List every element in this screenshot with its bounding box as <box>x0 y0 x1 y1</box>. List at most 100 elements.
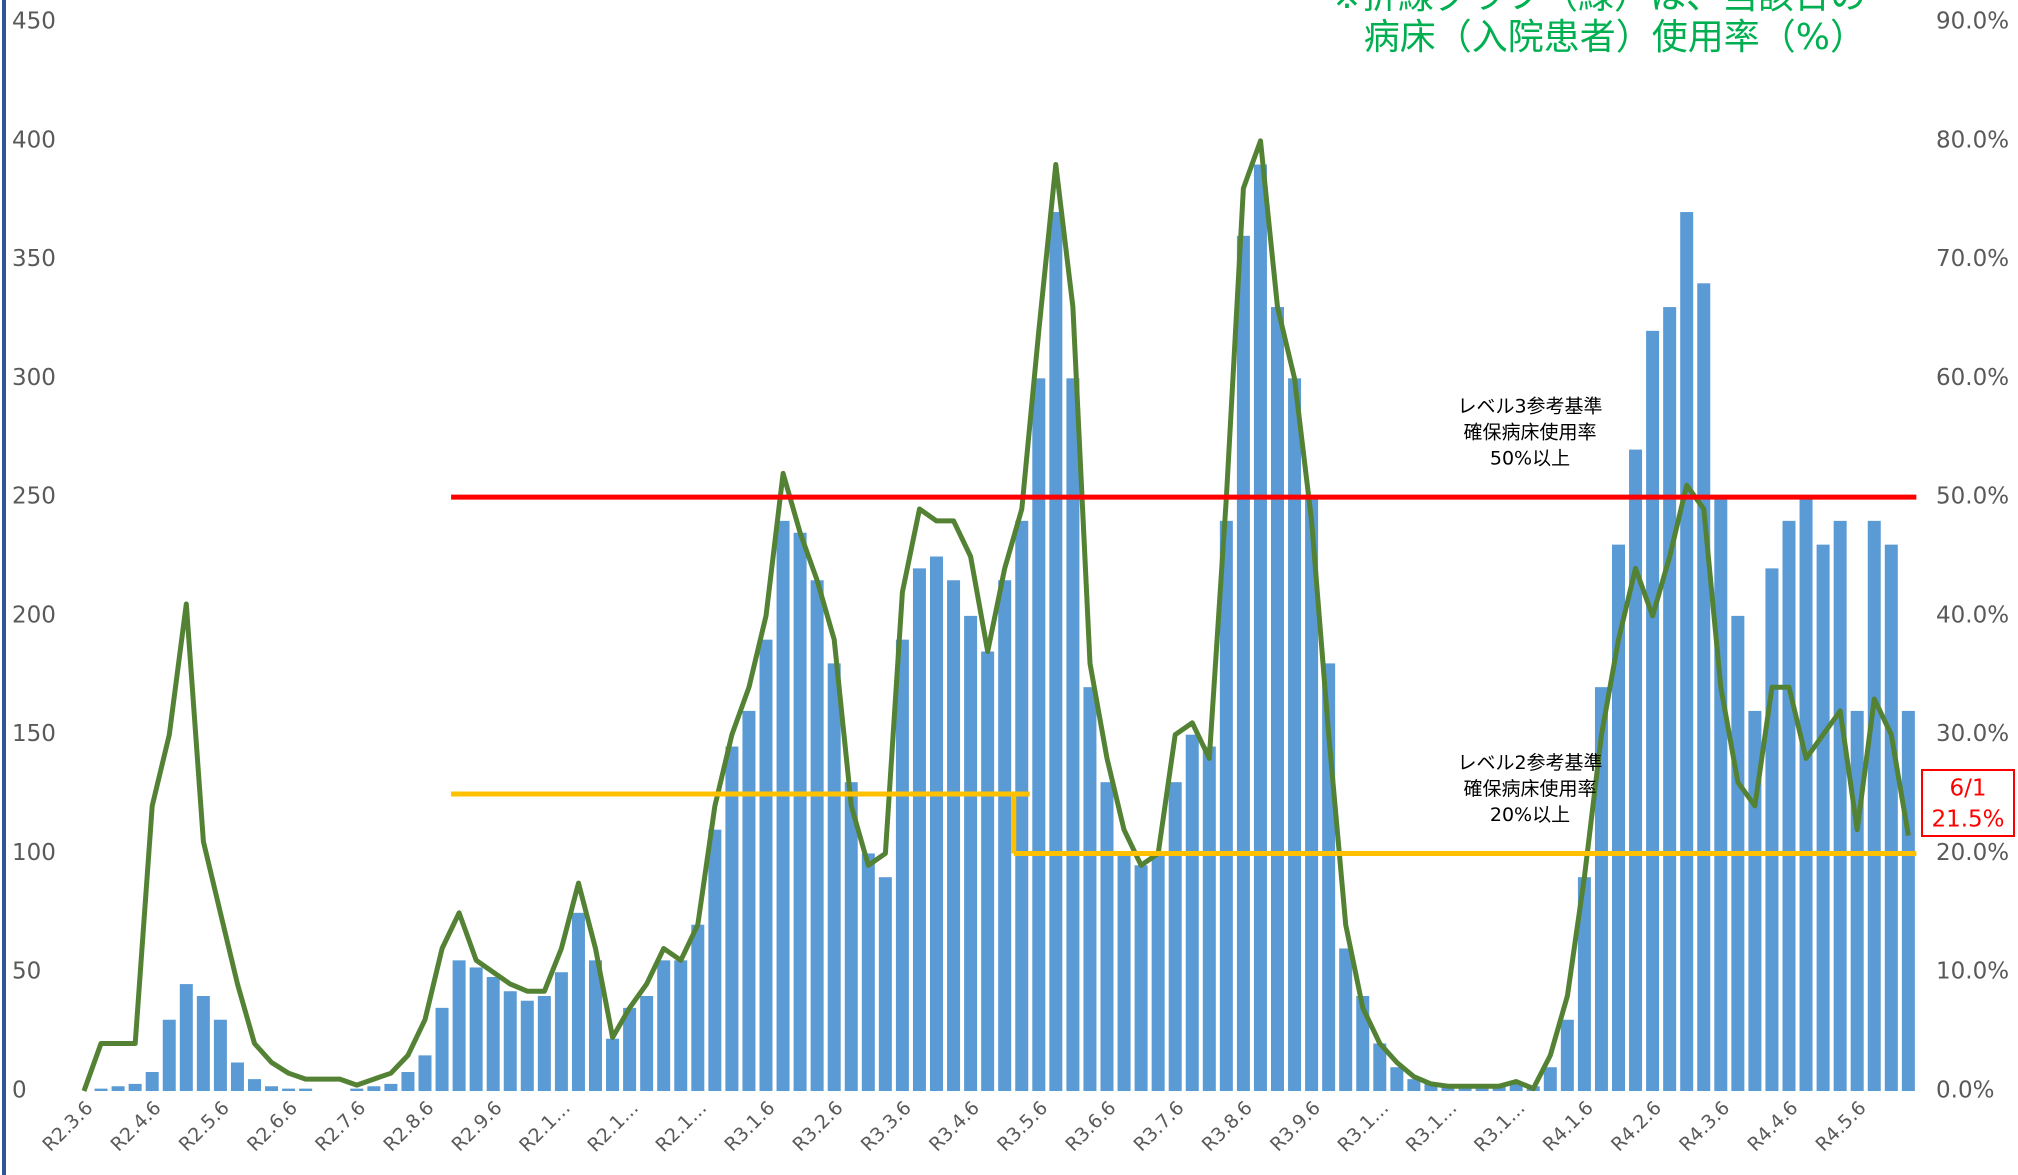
bar <box>1901 710 1915 1091</box>
last-point-box <box>1921 769 2015 837</box>
bar <box>1577 877 1591 1091</box>
x-tick-label: R3.1.6 <box>720 1097 779 1156</box>
bar <box>1202 746 1216 1091</box>
bar <box>964 615 978 1091</box>
bar <box>537 995 551 1091</box>
bar <box>1833 520 1847 1091</box>
bar <box>179 984 193 1091</box>
bar <box>1509 1083 1523 1091</box>
bar <box>589 960 602 1091</box>
y-tick-label: 300 <box>12 365 56 391</box>
bar <box>1015 520 1029 1091</box>
bar <box>1867 520 1881 1091</box>
x-tick-label: R3.6.6 <box>1061 1097 1120 1156</box>
bar <box>1390 1067 1404 1091</box>
bar <box>1884 544 1898 1091</box>
x-tick-label: R3.1… <box>1334 1097 1394 1157</box>
bar <box>94 1088 108 1091</box>
bar <box>810 580 824 1091</box>
bar <box>878 877 892 1091</box>
y2-tick-label: 70.0% <box>1936 246 2009 272</box>
x-tick-label: R2.1… <box>515 1097 575 1157</box>
bar <box>503 991 517 1091</box>
y2-tick-label: 60.0% <box>1936 365 2009 391</box>
y2-tick-label: 20.0% <box>1936 840 2009 866</box>
bar <box>299 1088 313 1091</box>
bar <box>1799 497 1813 1092</box>
bar <box>606 1038 620 1091</box>
y-tick-label: 250 <box>12 484 56 510</box>
reference-label: 確保病床使用率 <box>1463 422 1596 444</box>
bar <box>282 1088 296 1091</box>
bar <box>248 1079 261 1091</box>
bar <box>1594 687 1608 1091</box>
y2-tick-label: 40.0% <box>1936 602 2009 628</box>
bar <box>571 912 585 1091</box>
bar <box>486 976 500 1091</box>
bar <box>1049 212 1063 1092</box>
x-tick-label: R3.7.6 <box>1130 1097 1189 1156</box>
bar <box>384 1083 398 1091</box>
bar <box>861 853 875 1091</box>
y2-tick-label: 30.0% <box>1936 721 2009 747</box>
bar <box>469 967 483 1091</box>
x-tick-label: R4.1.6 <box>1539 1097 1598 1156</box>
y-tick-label: 200 <box>12 602 56 628</box>
bar <box>196 995 210 1091</box>
bar <box>401 1071 415 1091</box>
bar <box>520 1000 534 1091</box>
bar <box>1663 307 1677 1092</box>
y-tick-label: 150 <box>12 721 56 747</box>
x-tick-label: R4.3.6 <box>1675 1097 1734 1156</box>
bar <box>930 556 943 1091</box>
bar <box>1765 568 1779 1091</box>
x-tick-label: R3.1… <box>1402 1097 1462 1157</box>
bar <box>350 1088 364 1091</box>
bar <box>623 1007 637 1091</box>
x-tick-label: R3.3.6 <box>857 1097 916 1156</box>
bar <box>145 1071 159 1091</box>
bar <box>674 960 688 1091</box>
bar <box>1560 1019 1574 1091</box>
bar <box>1339 948 1353 1091</box>
bar <box>776 520 790 1091</box>
x-tick-label: R2.3.6 <box>38 1097 97 1156</box>
bar <box>1305 497 1319 1092</box>
bar <box>1151 853 1165 1091</box>
bar <box>1066 378 1080 1091</box>
y2-tick-label: 50.0% <box>1936 484 2009 510</box>
bar <box>998 580 1012 1091</box>
y2-tick-label: 90.0% <box>1936 9 2009 35</box>
bar <box>657 960 671 1091</box>
x-tick-label: R2.5.6 <box>175 1097 234 1156</box>
bar <box>1748 710 1762 1091</box>
bar <box>213 1019 227 1091</box>
y-tick-label: 450 <box>12 9 56 35</box>
x-tick-label: R2.9.6 <box>448 1097 507 1156</box>
bar <box>418 1055 432 1091</box>
bar <box>1271 307 1284 1092</box>
y-tick-label: 50 <box>12 959 41 985</box>
bar <box>1646 330 1660 1091</box>
bar <box>691 924 705 1091</box>
x-tick-label: R2.8.6 <box>379 1097 438 1156</box>
bar <box>1543 1067 1557 1091</box>
bar <box>1629 449 1643 1092</box>
bar <box>367 1086 381 1091</box>
y-tick-label: 350 <box>12 246 56 272</box>
bar <box>742 710 756 1091</box>
bar <box>844 782 858 1091</box>
bar <box>912 568 926 1091</box>
bar <box>162 1019 176 1091</box>
bar <box>1236 235 1250 1092</box>
x-tick-label: R2.4.6 <box>107 1097 166 1156</box>
last-point-value: 21.5% <box>1931 807 2004 833</box>
line <box>81 138 1911 1092</box>
y2-tick-label: 80.0% <box>1936 127 2009 153</box>
bar <box>981 651 995 1091</box>
bar <box>435 1007 449 1091</box>
bar <box>1373 1043 1387 1091</box>
bar <box>1100 782 1114 1091</box>
bar <box>1083 687 1097 1091</box>
reference-label: 確保病床使用率 <box>1463 778 1596 800</box>
